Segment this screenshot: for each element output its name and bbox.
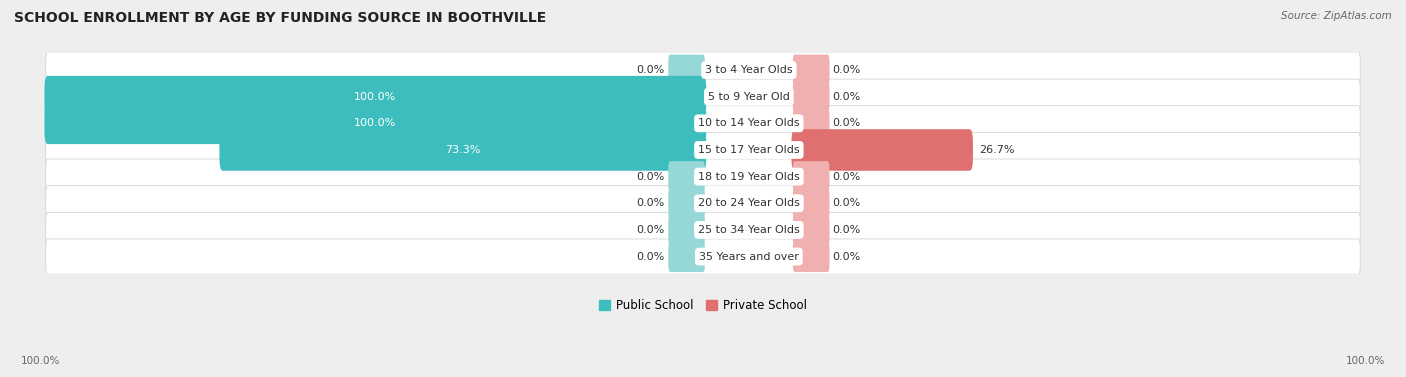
FancyBboxPatch shape <box>793 108 830 139</box>
Text: 0.0%: 0.0% <box>637 225 665 235</box>
Text: Source: ZipAtlas.com: Source: ZipAtlas.com <box>1281 11 1392 21</box>
FancyBboxPatch shape <box>793 241 830 272</box>
FancyBboxPatch shape <box>46 159 1360 194</box>
Text: 100.0%: 100.0% <box>354 92 396 102</box>
Text: 0.0%: 0.0% <box>832 251 860 262</box>
Text: 100.0%: 100.0% <box>354 118 396 128</box>
Text: 5 to 9 Year Old: 5 to 9 Year Old <box>709 92 790 102</box>
Text: 0.0%: 0.0% <box>637 251 665 262</box>
FancyBboxPatch shape <box>793 55 830 86</box>
FancyBboxPatch shape <box>793 161 830 192</box>
Text: 26.7%: 26.7% <box>980 145 1015 155</box>
Text: SCHOOL ENROLLMENT BY AGE BY FUNDING SOURCE IN BOOTHVILLE: SCHOOL ENROLLMENT BY AGE BY FUNDING SOUR… <box>14 11 547 25</box>
FancyBboxPatch shape <box>793 215 830 245</box>
FancyBboxPatch shape <box>668 188 704 219</box>
Text: 100.0%: 100.0% <box>21 356 60 366</box>
Text: 100.0%: 100.0% <box>1346 356 1385 366</box>
FancyBboxPatch shape <box>46 132 1360 167</box>
FancyBboxPatch shape <box>46 212 1360 247</box>
FancyBboxPatch shape <box>45 103 706 144</box>
Text: 18 to 19 Year Olds: 18 to 19 Year Olds <box>697 172 800 182</box>
FancyBboxPatch shape <box>46 79 1360 114</box>
FancyBboxPatch shape <box>668 241 704 272</box>
FancyBboxPatch shape <box>792 129 973 171</box>
FancyBboxPatch shape <box>46 239 1360 274</box>
Text: 0.0%: 0.0% <box>832 118 860 128</box>
Text: 0.0%: 0.0% <box>637 172 665 182</box>
Text: 35 Years and over: 35 Years and over <box>699 251 799 262</box>
Text: 3 to 4 Year Olds: 3 to 4 Year Olds <box>704 65 793 75</box>
FancyBboxPatch shape <box>46 186 1360 221</box>
FancyBboxPatch shape <box>668 215 704 245</box>
FancyBboxPatch shape <box>46 52 1360 87</box>
Text: 15 to 17 Year Olds: 15 to 17 Year Olds <box>697 145 800 155</box>
Text: 25 to 34 Year Olds: 25 to 34 Year Olds <box>697 225 800 235</box>
FancyBboxPatch shape <box>668 55 704 86</box>
Text: 20 to 24 Year Olds: 20 to 24 Year Olds <box>697 198 800 208</box>
Text: 73.3%: 73.3% <box>446 145 481 155</box>
Text: 0.0%: 0.0% <box>832 198 860 208</box>
Text: 0.0%: 0.0% <box>637 65 665 75</box>
Text: 0.0%: 0.0% <box>832 92 860 102</box>
Text: 0.0%: 0.0% <box>832 65 860 75</box>
FancyBboxPatch shape <box>668 161 704 192</box>
FancyBboxPatch shape <box>793 81 830 112</box>
FancyBboxPatch shape <box>46 106 1360 141</box>
FancyBboxPatch shape <box>45 76 706 118</box>
Text: 10 to 14 Year Olds: 10 to 14 Year Olds <box>697 118 800 128</box>
FancyBboxPatch shape <box>793 188 830 219</box>
Text: 0.0%: 0.0% <box>832 225 860 235</box>
Text: 0.0%: 0.0% <box>832 172 860 182</box>
Text: 0.0%: 0.0% <box>637 198 665 208</box>
FancyBboxPatch shape <box>219 129 706 171</box>
Legend: Public School, Private School: Public School, Private School <box>593 294 813 317</box>
